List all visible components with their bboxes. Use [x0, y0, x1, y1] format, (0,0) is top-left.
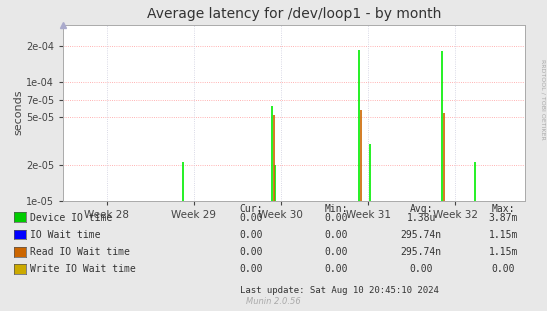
Text: 0.00: 0.00	[240, 230, 263, 240]
Text: 0.00: 0.00	[325, 213, 348, 223]
Text: 0.00: 0.00	[325, 230, 348, 240]
Text: Last update: Sat Aug 10 20:45:10 2024: Last update: Sat Aug 10 20:45:10 2024	[240, 286, 439, 295]
Text: Cur:: Cur:	[240, 204, 263, 214]
Text: 0.00: 0.00	[325, 264, 348, 274]
Text: 3.87m: 3.87m	[488, 213, 518, 223]
Text: 0.00: 0.00	[240, 213, 263, 223]
Text: Avg:: Avg:	[410, 204, 433, 214]
Text: 0.00: 0.00	[325, 247, 348, 257]
Text: Write IO Wait time: Write IO Wait time	[30, 264, 136, 274]
Text: 1.15m: 1.15m	[488, 247, 518, 257]
Text: Read IO Wait time: Read IO Wait time	[30, 247, 130, 257]
Text: Max:: Max:	[492, 204, 515, 214]
Text: 295.74n: 295.74n	[400, 230, 442, 240]
Text: Device IO time: Device IO time	[30, 213, 112, 223]
Text: 295.74n: 295.74n	[400, 247, 442, 257]
Text: RRDTOOL / TOBI OETIKER: RRDTOOL / TOBI OETIKER	[541, 59, 546, 140]
Text: Munin 2.0.56: Munin 2.0.56	[246, 297, 301, 306]
Text: Min:: Min:	[325, 204, 348, 214]
Text: 0.00: 0.00	[492, 264, 515, 274]
Text: 0.00: 0.00	[410, 264, 433, 274]
Text: 1.15m: 1.15m	[488, 230, 518, 240]
Text: 0.00: 0.00	[240, 247, 263, 257]
Text: IO Wait time: IO Wait time	[30, 230, 101, 240]
Text: 1.38u: 1.38u	[406, 213, 436, 223]
Text: 0.00: 0.00	[240, 264, 263, 274]
Title: Average latency for /dev/loop1 - by month: Average latency for /dev/loop1 - by mont…	[147, 7, 441, 21]
Y-axis label: seconds: seconds	[13, 90, 23, 136]
